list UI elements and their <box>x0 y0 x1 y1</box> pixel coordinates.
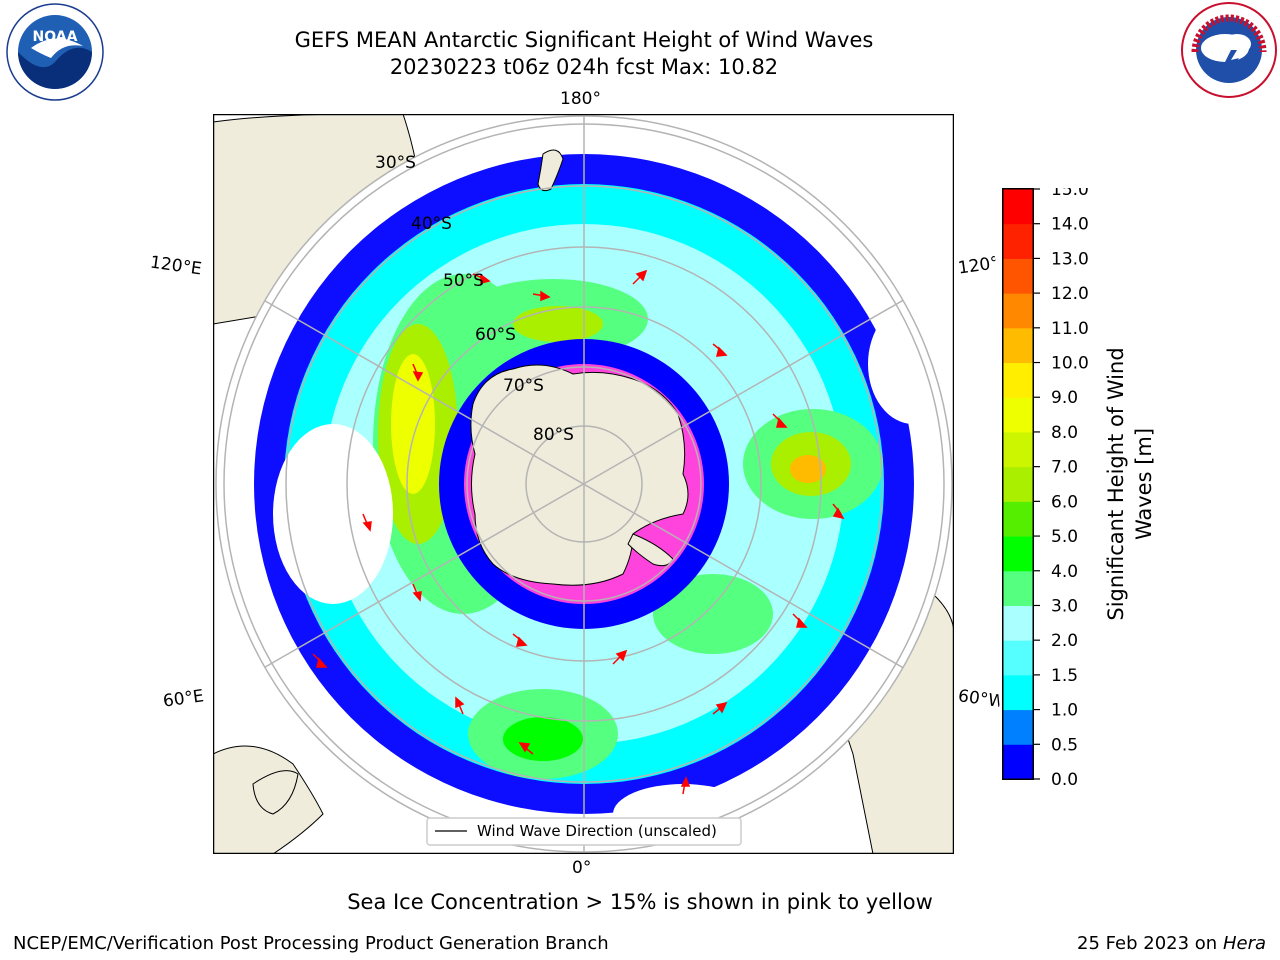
colorbar-block <box>1003 327 1033 364</box>
colorbar-block <box>1003 362 1033 398</box>
new-zealand-land <box>537 149 564 192</box>
madagascar-land <box>252 770 299 815</box>
colorbar-tick-label: 8.0 <box>1051 423 1078 443</box>
map-legend <box>426 817 742 846</box>
colorbar-block <box>1003 501 1033 537</box>
colorbar-block <box>1003 293 1033 329</box>
footer-date-text: 25 Feb 2023 on <box>1077 933 1218 954</box>
colorbar-tick-label: 0.5 <box>1051 735 1078 755</box>
colorbar-block <box>1003 709 1033 745</box>
colorbar-tick-label: 11.0 <box>1051 319 1089 339</box>
colorbar-tick-label: 12.0 <box>1051 284 1089 304</box>
wind-wave-direction-arrows <box>312 269 845 795</box>
lon-label-60e: 60°E <box>161 686 206 712</box>
colorbar-block <box>1003 258 1033 294</box>
colorbar: 0.0 0.5 1.0 1.5 2.0 3.0 4.0 5.0 6.0 7.0 8.0 9.0 10.0… <box>1002 188 1156 788</box>
lat-label-70s: 70°S <box>503 376 544 396</box>
colorbar-block <box>1003 397 1033 433</box>
colorbar-tick-label: 2.0 <box>1051 631 1078 651</box>
colorbar-block <box>1003 640 1033 676</box>
polar-map: Wind Wave Direction (unscaled) 180° 30°S… <box>213 114 954 854</box>
colorbar-label-line1: Significant Height of Wind <box>1104 347 1128 620</box>
colorbar-block <box>1003 189 1033 225</box>
colorbar-block <box>1003 570 1033 606</box>
colorbar-tick-label: 10.0 <box>1051 354 1089 374</box>
colorbar-block <box>1003 466 1033 502</box>
chart-title: GEFS MEAN Antarctic Significant Height o… <box>294 28 874 52</box>
colorbar-tick-label: 9.0 <box>1051 388 1078 408</box>
lat-label-60s: 60°S <box>475 325 516 345</box>
lon-label-120w: 120°W <box>956 253 998 279</box>
legend-label: Wind Wave Direction (unscaled) <box>477 822 717 840</box>
footer-date: 25 Feb 2023 on Hera <box>1077 933 1266 954</box>
colorbar-tick-label: 7.0 <box>1051 458 1078 478</box>
sea-ice-note: Sea Ice Concentration > 15% is shown in … <box>347 890 933 914</box>
lon-label-60w: 60°W <box>956 686 1002 712</box>
lat-label-80s: 80°S <box>533 425 574 445</box>
lat-label-30s: 30°S <box>375 153 416 173</box>
lon-label-120e: 120°E <box>148 252 203 280</box>
colorbar-tick-label: 13.0 <box>1051 249 1089 269</box>
colorbar-tick-label: 5.0 <box>1051 527 1078 547</box>
colorbar-tick-label: 3.0 <box>1051 596 1078 616</box>
colorbar-block <box>1003 536 1033 572</box>
noaa-logo: NOAA <box>6 3 104 101</box>
nws-logo <box>1181 2 1277 98</box>
colorbar-tick-label: 6.0 <box>1051 492 1078 512</box>
colorbar-block <box>1003 744 1033 780</box>
colorbar-tick-label: 4.0 <box>1051 562 1078 582</box>
chart-subtitle: 20230223 t06z 024h fcst Max: 10.82 <box>389 55 779 79</box>
lat-label-40s: 40°S <box>411 214 452 234</box>
colorbar-tick-label: 15.0 <box>1051 188 1089 200</box>
antarctic-peninsula <box>627 533 674 567</box>
colorbar-block <box>1003 223 1033 259</box>
colorbar-tick-label: 1.5 <box>1051 666 1078 686</box>
colorbar-block <box>1003 674 1033 711</box>
footer-credit: NCEP/EMC/Verification Post Processing Pr… <box>13 933 609 954</box>
colorbar-block <box>1003 431 1033 468</box>
colorbar-tick-label: 0.0 <box>1051 770 1078 788</box>
colorbar-tick-label: 1.0 <box>1051 701 1078 721</box>
lat-label-50s: 50°S <box>443 271 484 291</box>
noaa-logo-text: NOAA <box>33 29 78 45</box>
lon-label-0: 0° <box>572 858 592 878</box>
colorbar-tick-label: 14.0 <box>1051 215 1089 235</box>
antarctica-land <box>470 364 689 586</box>
colorbar-block <box>1003 605 1033 641</box>
colorbar-label-line2: Waves [m] <box>1132 428 1156 540</box>
graticule <box>216 116 952 852</box>
colorbar-blocks <box>1003 189 1033 780</box>
footer-host: Hera <box>1222 933 1266 954</box>
lon-label-180: 180° <box>560 89 601 109</box>
